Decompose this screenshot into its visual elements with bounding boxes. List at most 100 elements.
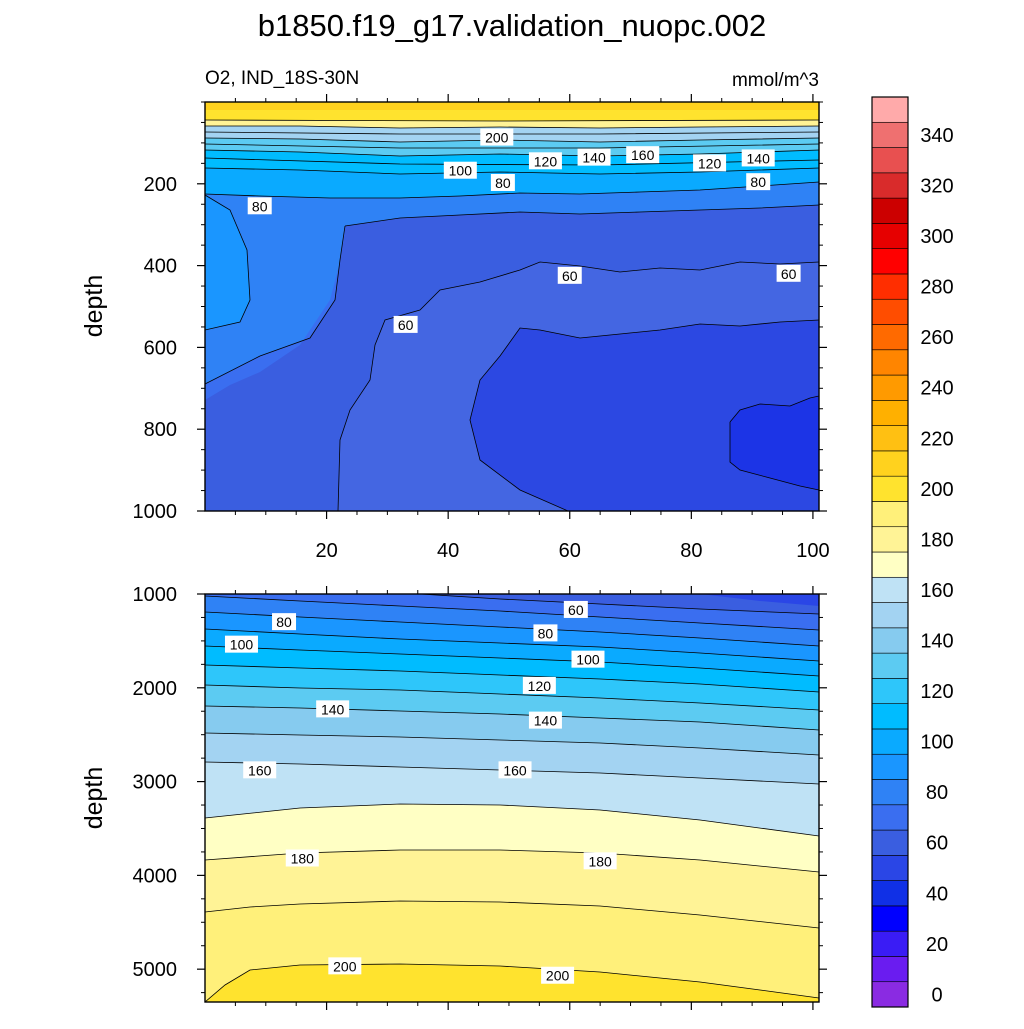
contour-line	[205, 705, 819, 731]
contour-line	[205, 628, 819, 662]
contour-line	[205, 143, 819, 149]
contour-label-box	[776, 264, 801, 282]
contour-line	[205, 119, 819, 122]
colorbar-swatch	[871, 930, 909, 957]
x-tick-label: 40	[437, 540, 459, 562]
colorbar-label: 40	[926, 883, 948, 905]
colorbar-swatch	[871, 804, 909, 831]
contour-line	[205, 803, 819, 837]
contour-label-text: 140	[321, 701, 345, 717]
contour-label-box	[243, 761, 277, 779]
contour-line	[337, 261, 819, 511]
contour-label-box	[557, 266, 582, 284]
figure-title: b1850.f19_g17.validation_nuopc.002	[258, 8, 767, 43]
y-axis-label: depth	[80, 767, 108, 830]
contour-label-box	[316, 700, 350, 718]
contour-label: 100	[224, 635, 258, 653]
contour-label: 80	[272, 613, 297, 631]
colorbar-label: 160	[920, 580, 953, 602]
contour-label-text: 100	[449, 163, 473, 179]
upper-panel: 200 120 140 160 120 140 100 80 80 80 60 60 60 20 40 60…	[80, 94, 830, 562]
colorbar-swatch	[871, 197, 909, 224]
contour-label-text: 200	[485, 130, 509, 146]
contour-label: 200	[328, 957, 362, 975]
contour-line	[205, 611, 819, 647]
x-tick-label: 20	[315, 540, 337, 562]
y-tick-label: 5000	[133, 959, 178, 981]
contour-line	[205, 125, 819, 129]
contour-label-box	[247, 197, 272, 215]
contour-label: 80	[247, 197, 272, 215]
contour-label-text: 140	[747, 150, 771, 166]
contour-label-box	[528, 711, 562, 729]
contour-line	[205, 595, 819, 631]
contour-label-box	[563, 600, 588, 618]
contour-label: 60	[393, 315, 418, 333]
contour-label: 160	[498, 761, 532, 779]
contour-label-text: 160	[631, 147, 655, 163]
contour-label-box	[272, 613, 297, 631]
colorbar-swatch	[871, 526, 909, 553]
colorbar-swatch	[871, 753, 909, 780]
contour-label-box	[285, 849, 319, 867]
colorbar-swatch	[871, 703, 909, 730]
contour-label-box	[571, 650, 605, 668]
contour-line	[205, 194, 251, 331]
colorbar-swatch	[871, 627, 909, 654]
contour-label: 160	[243, 761, 277, 779]
contour-line	[205, 645, 819, 677]
contour-label-text: 180	[588, 853, 612, 869]
colorbar-swatch	[871, 855, 909, 881]
contour-label-text: 80	[750, 174, 766, 190]
contour-label-box	[522, 676, 556, 694]
colorbar-label: 20	[926, 934, 948, 956]
contour-line	[205, 181, 819, 199]
contour-label: 140	[577, 148, 611, 166]
contour-label-text: 140	[582, 150, 606, 166]
colorbar-swatch	[871, 551, 909, 578]
contour-label-text: 60	[568, 602, 584, 618]
contour-line	[205, 149, 819, 157]
colorbar-swatch	[871, 349, 909, 376]
y-tick-label: 1000	[133, 584, 178, 606]
contour-label-box	[480, 128, 514, 146]
y-tick-label: 3000	[133, 772, 178, 794]
contour-label-box	[498, 761, 532, 779]
colorbar-label: 340	[920, 125, 953, 147]
contour-label: 120	[522, 676, 556, 694]
colorbar-swatch	[871, 981, 909, 1008]
contour-label-box	[583, 852, 617, 870]
contour-label: 140	[528, 711, 562, 729]
colorbar-swatch	[871, 602, 909, 629]
y-tick-label: 1000	[133, 501, 178, 523]
fill-band	[205, 226, 345, 400]
y-tick-label: 800	[144, 419, 177, 441]
contour-lines	[205, 594, 819, 1002]
contour-line	[205, 225, 346, 385]
contour-label: 200	[480, 128, 514, 146]
contour-label-text: 160	[248, 762, 272, 778]
contour-labels: 60 80 80 100 100 120 140 140 160 160 180 180 200 200	[224, 600, 617, 984]
x-tick-label: 80	[680, 540, 702, 562]
colorbar-label: 100	[920, 732, 953, 754]
axes: 1000 2000 3000 4000 5000	[133, 584, 827, 1010]
contour-label-text: 120	[534, 153, 558, 169]
contour-line	[205, 167, 819, 175]
contour-label-text: 60	[562, 268, 578, 284]
colorbar-swatch	[871, 905, 909, 932]
contour-label: 180	[583, 852, 617, 870]
colorbar-label: 200	[920, 479, 953, 501]
contour-label-box	[693, 154, 727, 172]
colorbar-swatch	[871, 779, 909, 806]
colorbar-swatch	[871, 374, 909, 401]
contour-label-text: 160	[503, 762, 527, 778]
fill-band	[700, 594, 819, 606]
contour-label-box	[741, 149, 775, 167]
colorbar-swatch	[871, 728, 909, 755]
contour-label: 60	[776, 264, 801, 282]
contour-label-text: 140	[534, 713, 558, 729]
contour-label-box	[224, 635, 258, 653]
